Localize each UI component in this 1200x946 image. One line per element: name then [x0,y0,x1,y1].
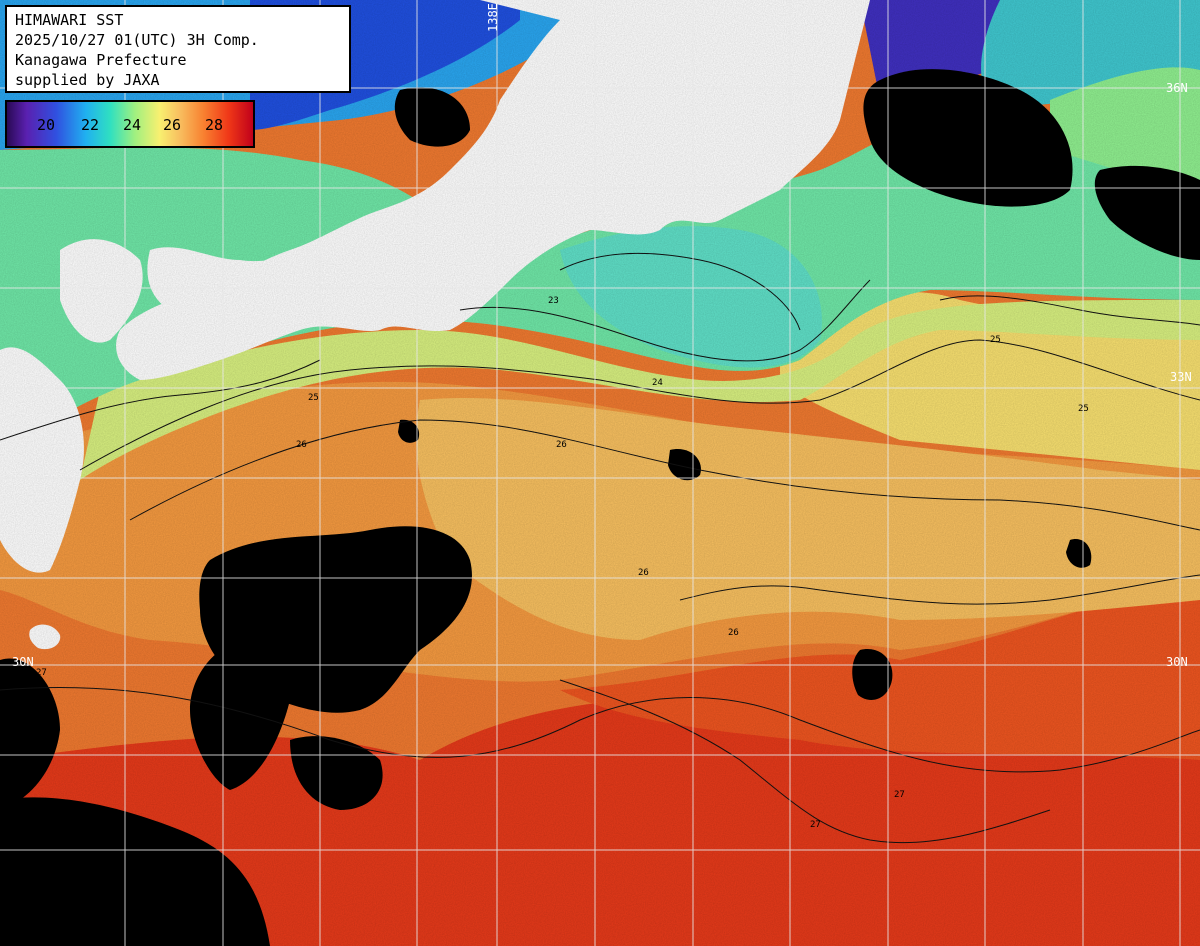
contour-label: 25 [1078,404,1089,414]
contour-label: 25 [990,335,1001,345]
legend-value: 26 [163,116,182,134]
lat-label-30n-left: 30N [12,655,34,669]
title-line-3: Kanagawa Prefecture [15,51,187,69]
isotherm-24 [459,279,871,362]
legend-value: 24 [123,116,142,134]
temperature-legend: 20 22 24 26 28 [5,100,255,148]
isotherm-east [939,295,1200,326]
isotherm-26b [679,574,1200,605]
legend-value: 20 [37,116,56,134]
contour-label: 26 [728,628,739,638]
contour-label: 23 [548,296,559,306]
contour-label: 24 [652,378,663,388]
contour-label: 27 [894,790,905,800]
isotherm-contours [0,252,1200,844]
legend-value: 22 [81,116,100,134]
isotherm-26 [129,419,1200,531]
isotherm-25 [79,339,1200,471]
lat-label-33n: 33N [1170,370,1192,384]
lon-label-138e: 138E [486,3,500,32]
contour-label: 26 [556,440,567,450]
contour-label: 27 [810,820,821,830]
title-line-1: HIMAWARI SST [15,11,124,29]
isotherm-27 [0,686,1200,773]
contour-label: 26 [296,440,307,450]
contour-label: 27 [36,668,47,678]
title-line-2: 2025/10/27 01(UTC) 3H Comp. [15,31,259,49]
isotherm-coast [0,359,321,441]
legend-labels: 20 22 24 26 28 [7,116,253,136]
isotherm-27b [559,679,1051,844]
isotherm-23 [559,252,801,331]
title-line-4: supplied by JAXA [15,71,160,89]
contour-label: 25 [308,393,319,403]
map-title-box: HIMAWARI SST 2025/10/27 01(UTC) 3H Comp.… [5,5,351,93]
lat-label-36n: 36N [1166,81,1188,95]
contour-label: 26 [638,568,649,578]
lat-label-30n-right: 30N [1166,655,1188,669]
legend-value: 28 [205,116,224,134]
